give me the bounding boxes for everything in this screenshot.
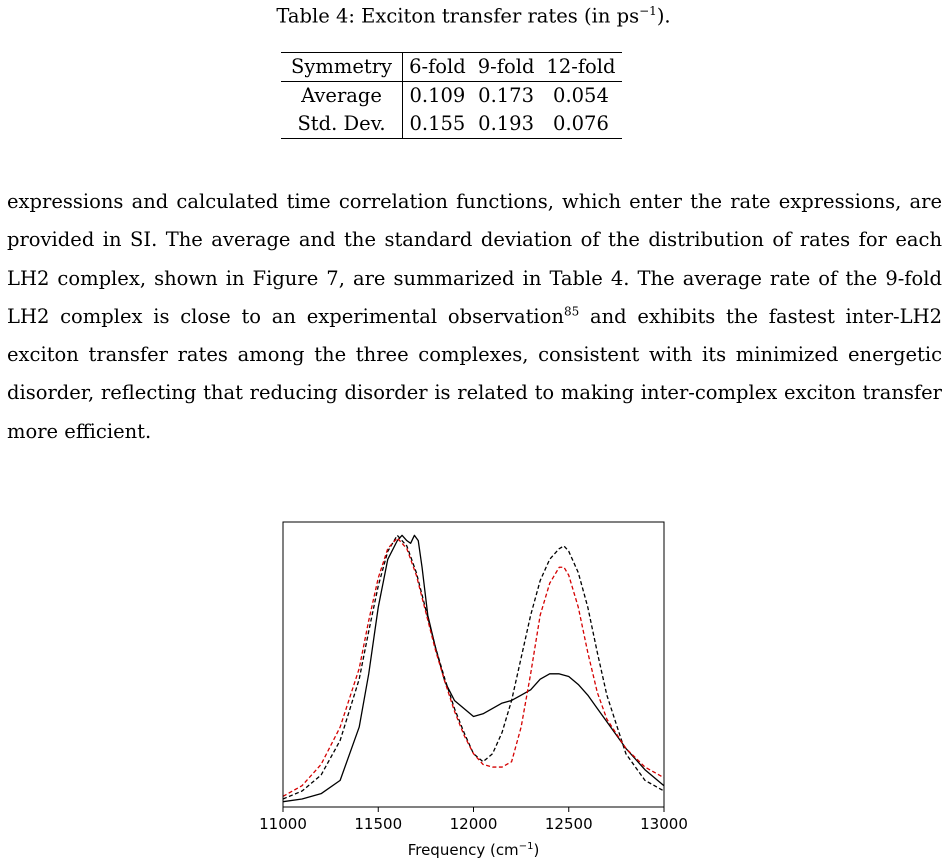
spectrum-line-2: [282, 534, 665, 800]
table-caption: Table 4: Exciton transfer rates (in ps−1…: [0, 4, 947, 28]
x-tick-label: 12500: [545, 815, 593, 833]
caption-superscript: −1: [639, 4, 657, 18]
paragraph-text-continued: and exhibits the fastest inter-LH2 excit…: [7, 304, 942, 443]
caption-text: Table 4: Exciton transfer rates (in ps: [276, 4, 640, 28]
x-tick-label: 11000: [259, 815, 307, 833]
x-axis-label-suffix: ): [533, 841, 539, 859]
x-tick-label: 11500: [354, 815, 402, 833]
x-axis-label-text: Frequency (cm: [408, 841, 519, 859]
x-tick-label: 13000: [640, 815, 688, 833]
plot-frame: [282, 521, 665, 808]
table-row-label: Average: [281, 81, 404, 110]
spectrum-line-3: [282, 537, 665, 797]
table-row: Std. Dev. 0.155 0.193 0.076: [281, 110, 622, 139]
table-cell: 0.193: [471, 110, 541, 139]
table-cell: 0.155: [402, 110, 472, 139]
caption-suffix: ).: [656, 4, 671, 28]
paragraph-text: expressions and calculated time correlat…: [7, 190, 942, 328]
table-header-symmetry: Symmetry: [281, 52, 404, 82]
x-axis-ticks: 11000 11500 12000 12500 13000: [259, 807, 688, 833]
table-header-6fold: 6-fold: [402, 52, 472, 82]
table-cell: 0.076: [540, 110, 622, 139]
spectrum-curves: [282, 534, 665, 803]
table-row: Average 0.109 0.173 0.054: [281, 81, 622, 110]
x-axis-label: Frequency (cm−1): [408, 841, 540, 859]
x-axis-label-sup: −1: [519, 841, 534, 852]
table-header-row: Symmetry 6-fold 9-fold 12-fold: [281, 52, 622, 82]
x-tick-label: 12000: [450, 815, 498, 833]
spectrum-line-1: [282, 534, 665, 803]
exciton-rate-table: Symmetry 6-fold 9-fold 12-fold Average 0…: [281, 52, 622, 139]
spectrum-figure: 11000 11500 12000 12500 13000 Frequency (cm−…: [259, 521, 688, 859]
table-cell: 0.109: [409, 84, 466, 107]
table-row-label: Std. Dev.: [281, 110, 404, 139]
table-header-12fold: 12-fold: [540, 52, 622, 82]
table-cell: 0.054: [553, 84, 609, 107]
table-cell: 0.173: [478, 84, 534, 107]
table-header-9fold: 9-fold: [471, 52, 541, 82]
citation-ref: 85: [563, 304, 580, 319]
body-paragraph: expressions and calculated time correlat…: [7, 183, 942, 451]
